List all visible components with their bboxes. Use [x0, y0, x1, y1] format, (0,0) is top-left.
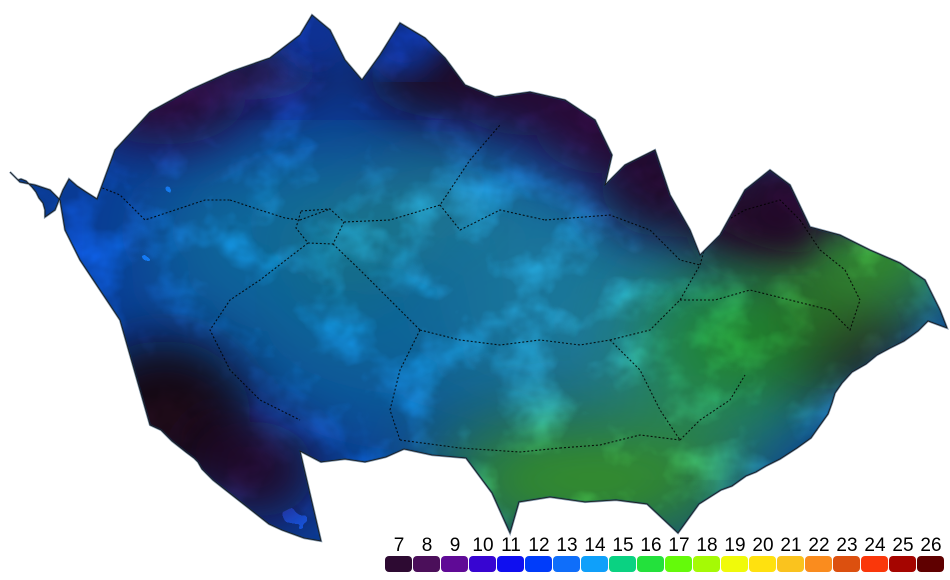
svg-text:11: 11 — [501, 535, 521, 556]
svg-text:17: 17 — [668, 535, 689, 556]
svg-text:26: 26 — [920, 535, 941, 556]
svg-text:21: 21 — [780, 535, 801, 556]
svg-text:8: 8 — [422, 535, 433, 556]
svg-text:14: 14 — [584, 535, 606, 556]
svg-text:22: 22 — [808, 535, 829, 556]
svg-text:7: 7 — [394, 535, 405, 556]
svg-text:19: 19 — [724, 535, 745, 556]
svg-text:12: 12 — [528, 535, 549, 556]
svg-text:23: 23 — [836, 535, 857, 556]
svg-text:16: 16 — [640, 535, 661, 556]
svg-text:18: 18 — [696, 535, 717, 556]
svg-text:25: 25 — [892, 535, 913, 556]
svg-text:15: 15 — [612, 535, 633, 556]
svg-text:13: 13 — [556, 535, 577, 556]
svg-text:24: 24 — [864, 535, 886, 556]
svg-text:9: 9 — [450, 535, 461, 556]
svg-text:10: 10 — [472, 535, 493, 556]
svg-text:20: 20 — [752, 535, 773, 556]
